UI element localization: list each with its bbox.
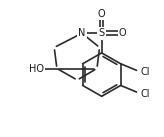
Text: S: S	[99, 28, 105, 38]
Text: HO: HO	[29, 64, 44, 73]
Text: O: O	[98, 9, 105, 19]
Text: N: N	[78, 28, 86, 38]
Text: Cl: Cl	[141, 67, 151, 77]
Text: Cl: Cl	[141, 89, 151, 99]
Text: O: O	[119, 28, 126, 38]
